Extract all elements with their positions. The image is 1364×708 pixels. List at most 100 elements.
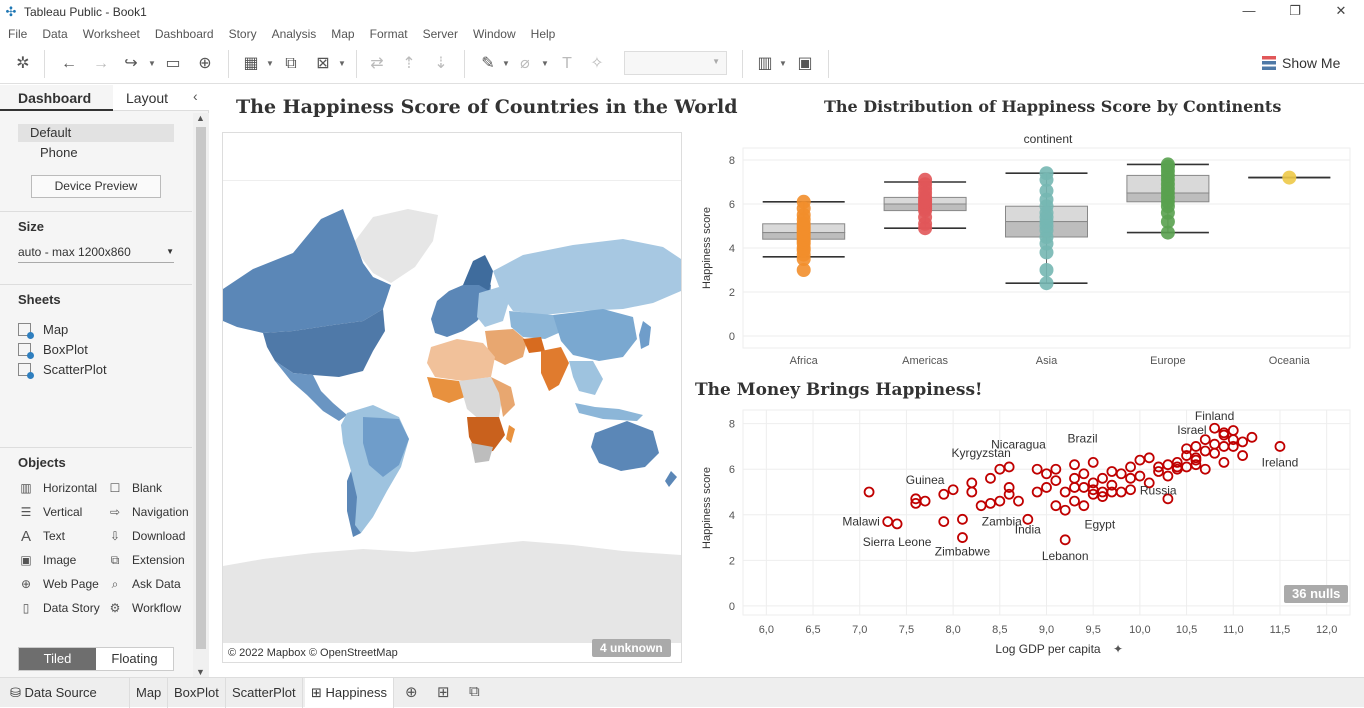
scatter-point[interactable]: [1097, 472, 1108, 484]
tab-data-source[interactable]: ⛁ Data Source: [0, 678, 130, 708]
close-icon[interactable]: ✕: [1335, 3, 1347, 18]
scatter-point[interactable]: [1059, 534, 1071, 546]
new-story-icon[interactable]: ⧉: [469, 683, 480, 700]
scatter-point[interactable]: [1087, 484, 1099, 496]
scatter-point[interactable]: [1003, 488, 1015, 500]
box-americas[interactable]: [883, 172, 967, 236]
scatter-point[interactable]: [1050, 463, 1062, 475]
scatter-point[interactable]: [1227, 425, 1239, 436]
floating-button[interactable]: Floating: [96, 648, 173, 670]
menu-window[interactable]: Window: [472, 27, 516, 41]
object-workflow[interactable]: ⚙ Workflow: [107, 599, 182, 617]
tableau-start-icon[interactable]: ✲: [16, 55, 30, 72]
restore-icon[interactable]: ❐: [1289, 3, 1301, 18]
scatter-point[interactable]: [966, 477, 978, 489]
new-sheet-dropdown-icon[interactable]: ▼: [266, 59, 274, 68]
scatter-point[interactable]: [1199, 463, 1211, 475]
tab-boxplot[interactable]: BoxPlot: [168, 678, 226, 708]
sort-descending-icon[interactable]: ⇣: [434, 55, 448, 72]
clear-sheet-icon[interactable]: ⊠: [316, 55, 330, 72]
scatter-point[interactable]: [938, 516, 950, 528]
scatter-point[interactable]: [1153, 466, 1164, 477]
scatter-point[interactable]: [1125, 461, 1136, 473]
menu-worksheet[interactable]: Worksheet: [82, 27, 140, 41]
device-default[interactable]: Default: [18, 124, 174, 142]
left-pane-scrollbar[interactable]: ▲ ▼: [193, 113, 209, 677]
menu-map[interactable]: Map: [331, 27, 355, 41]
scatter-point[interactable]: [1069, 459, 1080, 471]
menu-analysis[interactable]: Analysis: [271, 27, 317, 41]
scatter-point[interactable]: [1041, 482, 1052, 493]
scatter-point[interactable]: [1087, 456, 1099, 468]
object-horizontal[interactable]: ▥ Horizontal: [18, 479, 97, 497]
box-point[interactable]: [1282, 170, 1297, 185]
scatter-point[interactable]: [1181, 443, 1192, 455]
scatter-point[interactable]: [1106, 479, 1118, 491]
redo-icon[interactable]: →: [93, 55, 109, 72]
fit-icon[interactable]: ▥: [757, 55, 773, 72]
scatter-point[interactable]: [1218, 456, 1230, 468]
scroll-up-icon[interactable]: ▲: [196, 113, 205, 123]
scatter-point[interactable]: [1022, 513, 1034, 525]
object-ask-data[interactable]: ⌕ Ask Data: [107, 575, 181, 593]
scatter-point[interactable]: [1171, 461, 1183, 473]
menu-dashboard[interactable]: Dashboard: [154, 27, 214, 41]
scatter-point[interactable]: [1003, 461, 1015, 473]
box-point[interactable]: [1160, 157, 1175, 172]
fit-dropdown-icon[interactable]: ▼: [779, 59, 787, 68]
scatter-point[interactable]: [938, 488, 950, 500]
box-europe[interactable]: [1126, 157, 1210, 240]
show-me-button[interactable]: Show Me: [1262, 53, 1340, 73]
scatter-point[interactable]: [1237, 436, 1249, 448]
labels-icon[interactable]: T: [562, 55, 572, 72]
sheet-item-boxplot[interactable]: BoxPlot: [18, 340, 88, 359]
swap-icon[interactable]: ⇄: [370, 55, 384, 72]
new-sheet-icon[interactable]: ▦: [243, 55, 259, 72]
menu-file[interactable]: File: [8, 27, 28, 41]
scatter-nulls-badge[interactable]: 36 nulls: [1284, 585, 1349, 603]
object-navigation[interactable]: ⇨ Navigation: [107, 503, 189, 521]
object-vertical[interactable]: ☰ Vertical: [18, 503, 83, 521]
highlight-icon[interactable]: ✎: [481, 55, 495, 72]
object-blank[interactable]: ☐ Blank: [107, 479, 162, 497]
scatter-point[interactable]: [947, 484, 959, 496]
size-select[interactable]: auto - max 1200x860 ▼: [18, 243, 174, 263]
box-point[interactable]: [1039, 276, 1054, 291]
box-point[interactable]: [796, 263, 811, 277]
scatter-point[interactable]: [1013, 495, 1024, 507]
group-dropdown-icon[interactable]: ▼: [541, 59, 549, 68]
tab-dashboard[interactable]: Dashboard: [0, 85, 113, 111]
minimize-icon[interactable]: —: [1242, 3, 1256, 18]
replay-icon[interactable]: ↪: [124, 55, 138, 72]
scatter-point[interactable]: [1078, 468, 1090, 480]
collapse-pane-icon[interactable]: ‹: [193, 88, 198, 104]
scatter-point[interactable]: [1209, 422, 1220, 434]
scatter-point[interactable]: [1069, 482, 1080, 493]
device-preview-button[interactable]: Device Preview: [31, 175, 161, 198]
scatter-point[interactable]: [1059, 504, 1071, 516]
menu-story[interactable]: Story: [228, 27, 257, 41]
tab-happiness[interactable]: ⊞ Happiness: [305, 678, 394, 708]
new-worksheet-icon[interactable]: ⊕: [405, 684, 418, 701]
tab-map[interactable]: Map: [130, 678, 169, 708]
box-point[interactable]: [1039, 263, 1054, 277]
boxplot-chart[interactable]: continent Happiness score 0 2 4 6 8 Africa Am…: [695, 128, 1355, 370]
scatter-point[interactable]: [863, 486, 875, 498]
scatter-point[interactable]: [1059, 486, 1071, 498]
box-point[interactable]: [1039, 166, 1054, 181]
object-download[interactable]: ⇩ Download: [107, 527, 185, 545]
sort-ascending-icon[interactable]: ⇡: [402, 55, 416, 72]
highlight-dropdown-icon[interactable]: ▼: [502, 59, 510, 68]
object-image[interactable]: ▣ Image: [18, 551, 76, 569]
scatter-point[interactable]: [957, 532, 968, 543]
sheet-item-map[interactable]: Map: [18, 320, 68, 339]
scatter-point[interactable]: [957, 513, 968, 525]
menu-help[interactable]: Help: [530, 27, 556, 41]
sheet-item-scatterplot[interactable]: ScatterPlot: [18, 360, 107, 379]
scatter-point[interactable]: [1106, 486, 1118, 498]
scatter-point[interactable]: [1031, 463, 1043, 475]
scatter-point[interactable]: [1162, 470, 1174, 482]
object-web-page[interactable]: ⊕ Web Page: [18, 575, 99, 593]
group-icon[interactable]: ⌀: [520, 55, 530, 72]
scatter-point[interactable]: [1190, 459, 1202, 471]
